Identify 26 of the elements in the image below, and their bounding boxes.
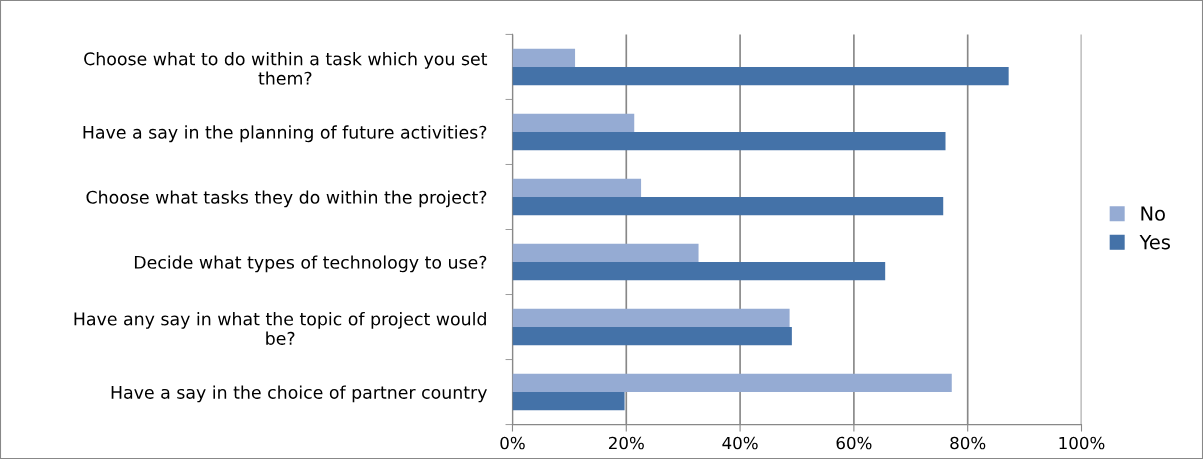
bar bbox=[512, 392, 625, 411]
bar bbox=[512, 113, 635, 132]
x-tick-label: 20% bbox=[608, 436, 644, 450]
legend-label: No bbox=[1141, 206, 1165, 221]
x-tick-label: 100% bbox=[1059, 436, 1105, 450]
x-tick-label: 0% bbox=[500, 436, 525, 450]
bar bbox=[512, 196, 944, 216]
x-tick-label: 60% bbox=[836, 436, 872, 450]
legend-label: Yes bbox=[1139, 234, 1170, 250]
bar bbox=[512, 262, 886, 281]
bar bbox=[512, 243, 699, 263]
bar bbox=[512, 308, 790, 328]
bar bbox=[512, 178, 642, 197]
y-tick-label: Have any say in what the topic of project would be? bbox=[74, 312, 486, 345]
y-tick-label: Choose what tasks they do within the project? bbox=[86, 190, 487, 208]
y-tick-label: Have a say in the planning of future activities? bbox=[83, 125, 487, 143]
bar bbox=[512, 131, 946, 151]
bar bbox=[512, 327, 792, 346]
y-tick-label: Choose what to do within a task which you set them? bbox=[84, 51, 488, 85]
bar bbox=[512, 373, 952, 393]
x-tick-label: 80% bbox=[950, 436, 986, 450]
y-tick-label: Decide what types of technology to use? bbox=[134, 255, 487, 273]
bar bbox=[512, 48, 576, 67]
x-tick-label: 40% bbox=[722, 436, 758, 450]
y-tick-label: Have a say in the choice of partner country bbox=[111, 385, 487, 403]
bar bbox=[512, 66, 1009, 86]
